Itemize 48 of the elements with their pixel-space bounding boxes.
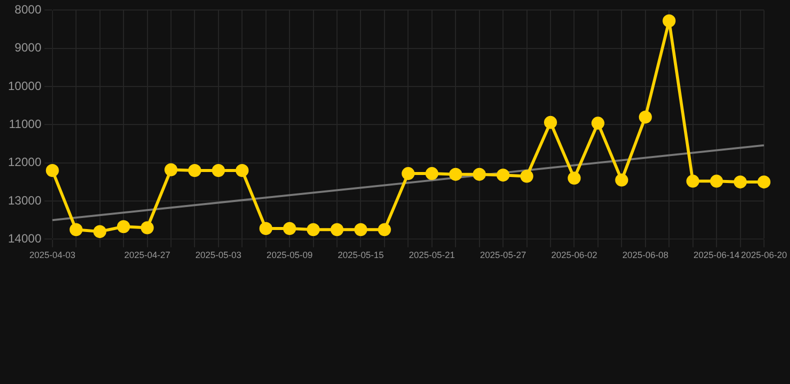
point <box>93 225 106 238</box>
point <box>425 167 438 180</box>
point <box>544 116 557 129</box>
point <box>757 175 770 188</box>
x-tick-label: 2025-04-03 <box>29 250 76 260</box>
point <box>662 14 676 28</box>
x-tick-label: 2025-06-14 <box>694 250 740 260</box>
point <box>140 221 154 234</box>
point <box>568 172 581 185</box>
point <box>378 223 391 236</box>
point <box>472 168 486 181</box>
point <box>638 110 652 124</box>
point <box>70 223 83 236</box>
y-tick-label: 11000 <box>8 117 42 132</box>
x-tick-label: 2025-05-15 <box>338 250 384 260</box>
y-tick-label: 8000 <box>14 2 42 17</box>
x-tick-label: 2025-05-27 <box>480 250 526 260</box>
point <box>236 164 249 177</box>
point <box>496 168 510 182</box>
point <box>212 164 225 177</box>
point <box>330 223 344 236</box>
y-tick-label: 14000 <box>8 232 42 246</box>
x-tick-label: 2025-05-09 <box>266 250 313 260</box>
point <box>449 168 462 181</box>
point <box>306 223 320 236</box>
point <box>354 223 368 236</box>
x-tick-label: 2025-06-02 <box>551 250 598 260</box>
point <box>259 222 272 236</box>
point <box>188 164 202 177</box>
point <box>591 116 604 130</box>
point <box>686 174 700 188</box>
point <box>710 174 724 188</box>
y-tick-label: 12000 <box>8 155 42 170</box>
point <box>520 170 534 183</box>
y-tick-label: 10000 <box>8 78 42 93</box>
point <box>734 175 747 188</box>
point <box>117 220 130 234</box>
point <box>164 163 178 176</box>
point <box>615 174 628 187</box>
point <box>402 167 415 180</box>
x-tick-label: 2025-06-20 <box>740 250 788 260</box>
y-tick-label: 9000 <box>14 40 42 55</box>
x-tick-label: 2025-05-03 <box>195 250 242 260</box>
x-tick-label: 2025-04-27 <box>124 250 170 260</box>
x-tick-label: 2025-06-08 <box>622 250 668 260</box>
point <box>283 222 296 236</box>
x-tick-label: 2025-05-21 <box>408 250 455 260</box>
y-tick-label: 13000 <box>8 193 42 208</box>
